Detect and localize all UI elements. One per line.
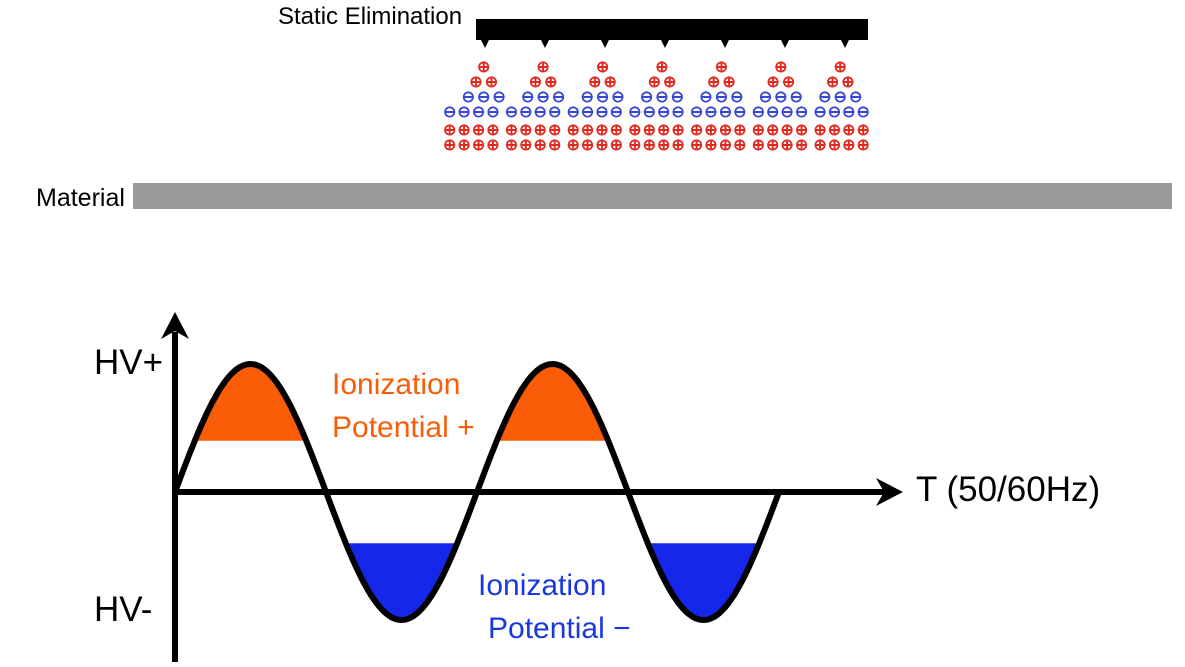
positive-ion-group: ⊕⊕⊕⊕ (751, 137, 810, 154)
positive-ion-group: ⊕⊕⊕⊕ (813, 137, 871, 154)
positive-ion-field-row: ⊕⊕⊕⊕ ⊕⊕⊕⊕ ⊕⊕⊕⊕ ⊕⊕⊕⊕ ⊕⊕⊕⊕ ⊕⊕⊕⊕ ⊕⊕⊕⊕ (443, 122, 871, 139)
ion-cluster: ⊕ ⊕⊕ ⊖⊖⊖ (514, 59, 573, 106)
positive-ionization-fill (194, 364, 307, 441)
ionization-negative-line1: Ionization (478, 569, 607, 602)
positive-ion-icons: ⊕⊕ (528, 74, 560, 91)
negative-ion-group: ⊖⊖⊖⊖ (566, 104, 625, 121)
positive-ion-group: ⊕⊕⊕⊕ (813, 122, 871, 139)
negative-ion-group: ⊖⊖⊖⊖ (504, 104, 563, 121)
emitter-pin-icon (841, 40, 849, 48)
ion-cluster: ⊕ ⊕⊕ ⊖⊖⊖ (455, 59, 514, 106)
positive-ion-group: ⊕⊕⊕⊕ (566, 122, 625, 139)
positive-ion-field-row: ⊕⊕⊕⊕ ⊕⊕⊕⊕ ⊕⊕⊕⊕ ⊕⊕⊕⊕ ⊕⊕⊕⊕ ⊕⊕⊕⊕ ⊕⊕⊕⊕ (443, 137, 871, 154)
positive-ion-group: ⊕⊕⊕⊕ (689, 122, 748, 139)
positive-ion-icons: ⊕ (536, 59, 552, 76)
negative-ion-group: ⊖⊖⊖⊖ (443, 104, 501, 121)
positive-ionization-fill (496, 364, 609, 441)
ion-field-rows: ⊖⊖⊖⊖ ⊖⊖⊖⊖ ⊖⊖⊖⊖ ⊖⊖⊖⊖ ⊖⊖⊖⊖ ⊖⊖⊖⊖ ⊖⊖⊖⊖ ⊕⊕⊕⊕ ⊕⊕⊕⊕ ⊕⊕⊕⊕… (443, 104, 871, 154)
hv-plus-label: HV+ (94, 343, 164, 382)
positive-ion-icons: ⊕⊕ (766, 74, 798, 91)
negative-ion-icons: ⊖⊖⊖ (699, 89, 746, 106)
positive-ion-group: ⊕⊕⊕⊕ (504, 122, 563, 139)
negative-ion-icons: ⊖⊖⊖ (580, 89, 627, 106)
ionization-potential-negative-label: Ionization Potential − (478, 564, 631, 650)
positive-ion-group: ⊕⊕⊕⊕ (566, 137, 625, 154)
ion-cluster: ⊕ ⊕⊕ ⊖⊖⊖ (693, 59, 752, 106)
negative-ionization-fill (647, 543, 760, 620)
negative-ion-group: ⊖⊖⊖⊖ (628, 104, 686, 121)
negative-ionization-fill (345, 543, 458, 620)
x-axis-arrowhead-icon (876, 478, 903, 506)
negative-ion-icons: ⊖⊖⊖ (461, 89, 508, 106)
positive-ion-icons: ⊕ (655, 59, 671, 76)
emitter-pin-icon (601, 40, 609, 48)
ionization-positive-line2: Potential + (332, 411, 475, 444)
emitter-pin-icon (721, 40, 729, 48)
hv-minus-label: HV- (94, 590, 153, 629)
ionizer-bar (476, 19, 868, 40)
negative-ion-icons: ⊖⊖⊖ (639, 89, 687, 106)
negative-ion-group: ⊖⊖⊖⊖ (689, 104, 748, 121)
positive-ion-icons: ⊕⊕ (469, 74, 501, 91)
y-axis-arrowhead-icon (161, 312, 189, 339)
ionization-positive-line1: Ionization (332, 368, 461, 401)
ionization-negative-line2: Potential − (488, 612, 631, 645)
positive-ion-icons: ⊕⊕ (706, 74, 738, 91)
positive-ion-icons: ⊕⊕ (825, 74, 857, 91)
ion-cluster: ⊕ ⊕⊕ ⊖⊖⊖ (752, 59, 811, 106)
ionizer-pin-strip (481, 40, 849, 48)
ion-clusters: ⊕ ⊕⊕ ⊖⊖⊖ ⊕ ⊕⊕ ⊖⊖⊖ ⊕ ⊕⊕ ⊖⊖⊖ ⊕ ⊕⊕ ⊖⊖⊖ ⊕ ⊕⊕ ⊖⊖⊖ ⊕ ⊕⊕ ⊖⊖⊖ ⊕ ⊕⊕ ⊖… (455, 59, 871, 106)
negative-ion-icons: ⊖⊖⊖ (521, 89, 568, 106)
ion-cluster: ⊕ ⊕⊕ ⊖⊖⊖ (574, 59, 633, 106)
emitter-pin-icon (781, 40, 789, 48)
positive-ion-group: ⊕⊕⊕⊕ (504, 137, 563, 154)
negative-ion-icons: ⊖⊖⊖ (818, 89, 865, 106)
positive-ion-group: ⊕⊕⊕⊕ (689, 137, 748, 154)
material-label: Material (36, 184, 125, 212)
static-elimination-label: Static Elimination (278, 3, 463, 30)
material-bar (133, 183, 1172, 209)
time-axis-label: T (50/60Hz) (916, 470, 1101, 509)
negative-ion-group: ⊖⊖⊖⊖ (813, 104, 871, 121)
negative-ion-field-row: ⊖⊖⊖⊖ ⊖⊖⊖⊖ ⊖⊖⊖⊖ ⊖⊖⊖⊖ ⊖⊖⊖⊖ ⊖⊖⊖⊖ ⊖⊖⊖⊖ (443, 104, 871, 121)
positive-ion-group: ⊕⊕⊕⊕ (751, 122, 810, 139)
negative-ion-icons: ⊖⊖⊖ (758, 89, 805, 106)
positive-ion-icons: ⊕ (833, 59, 849, 76)
positive-ion-icons: ⊕ (714, 59, 731, 76)
positive-ion-icons: ⊕⊕ (647, 74, 679, 91)
ionization-potential-positive-label: Ionization Potential + (332, 363, 475, 449)
ion-cluster: ⊕ ⊕⊕ ⊖⊖⊖ (812, 59, 871, 106)
positive-ion-group: ⊕⊕⊕⊕ (628, 137, 686, 154)
emitter-pin-icon (661, 40, 669, 48)
emitter-pin-icon (541, 40, 549, 48)
positive-ion-group: ⊕⊕⊕⊕ (443, 122, 501, 139)
positive-ion-icons: ⊕ (477, 59, 493, 76)
positive-ion-icons: ⊕ (595, 59, 612, 76)
ion-cluster: ⊕ ⊕⊕ ⊖⊖⊖ (633, 59, 692, 106)
positive-ion-icons: ⊕⊕ (588, 74, 619, 91)
negative-ion-group: ⊖⊖⊖⊖ (751, 104, 810, 121)
positive-ion-icons: ⊕ (774, 59, 790, 76)
positive-ion-group: ⊕⊕⊕⊕ (628, 122, 686, 139)
positive-ion-group: ⊕⊕⊕⊕ (443, 137, 501, 154)
emitter-pin-icon (481, 40, 489, 48)
